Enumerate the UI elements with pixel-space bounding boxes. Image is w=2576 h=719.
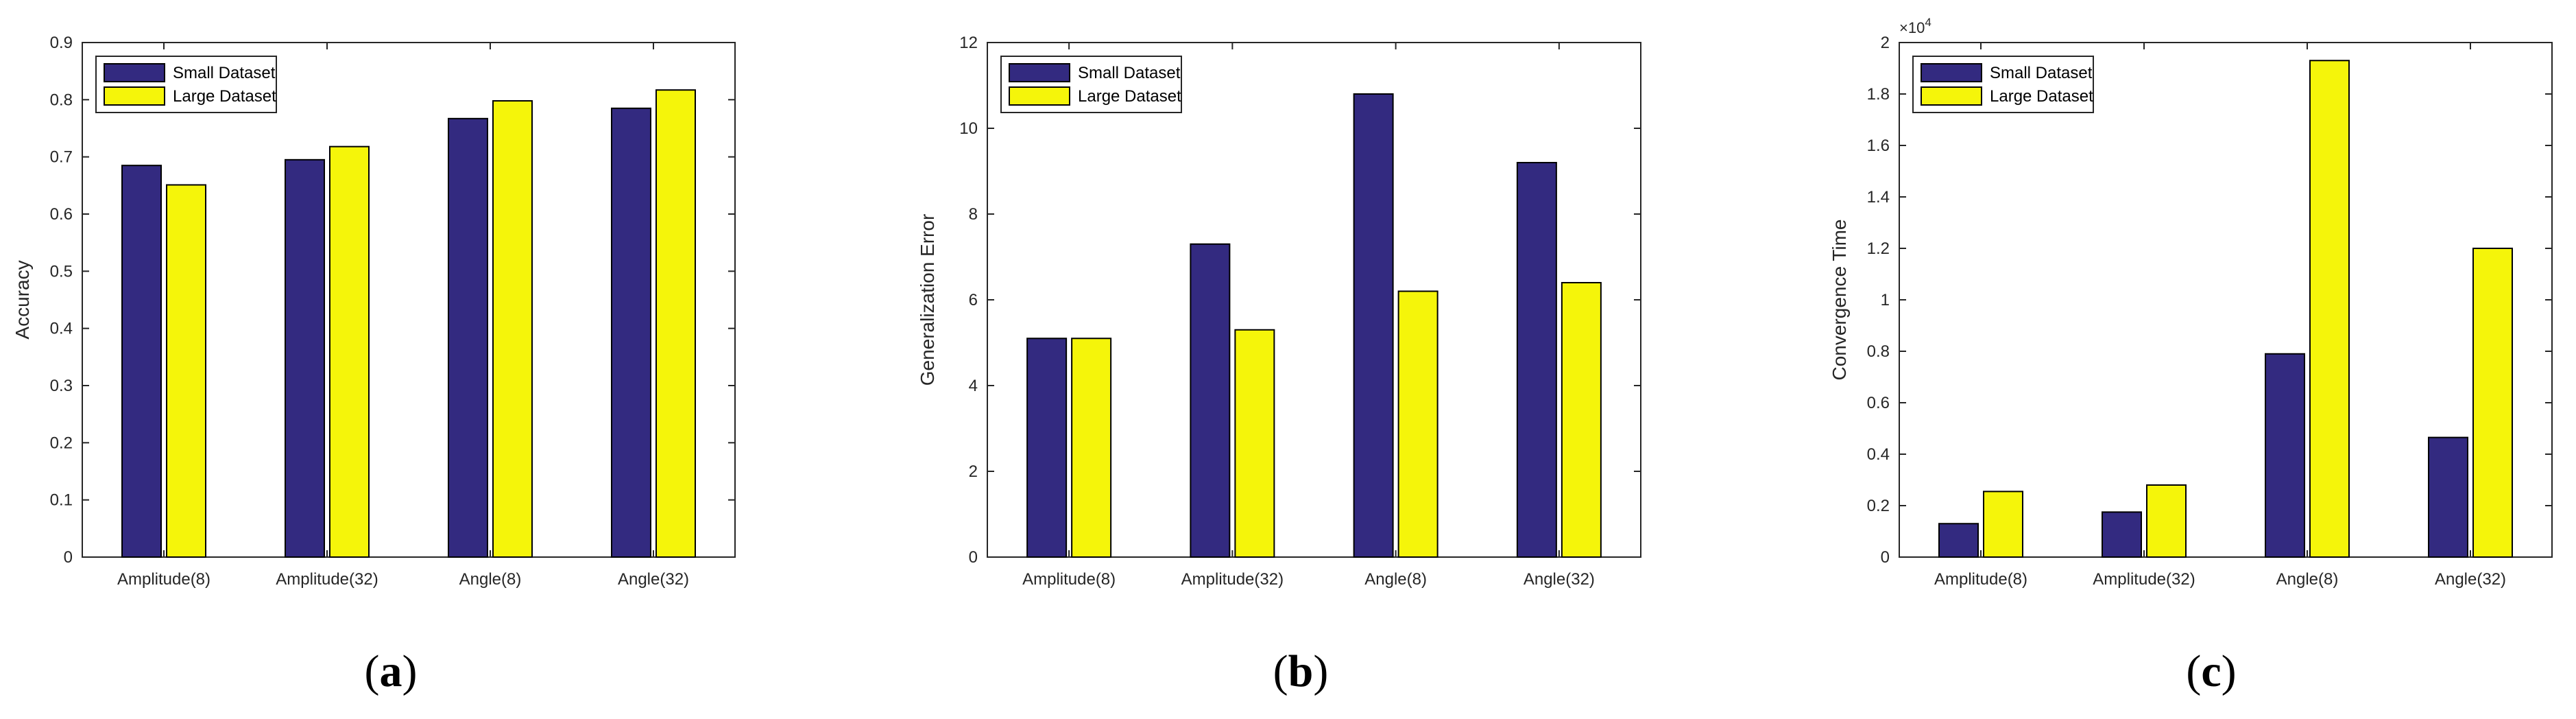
y-tick-label: 0.2 <box>1867 497 1890 515</box>
y-tick-label: 0.2 <box>50 434 73 452</box>
legend-label-large: Large Dataset <box>173 87 276 106</box>
legend-swatch-large <box>1009 86 1070 106</box>
y-tick-label: 0.7 <box>50 148 73 167</box>
y-tick-label: 2 <box>969 462 978 481</box>
bar-large-dataset-4 <box>1561 282 1602 558</box>
bar-large-dataset-2 <box>2146 484 2187 558</box>
legend-swatch-small <box>104 63 165 82</box>
legend-label-small: Small Dataset <box>1078 64 1181 82</box>
bar-large-dataset-4 <box>2472 248 2513 558</box>
bar-large-dataset-3 <box>2309 60 2350 558</box>
y-tick-label: 0 <box>1881 548 1890 567</box>
bar-large-dataset-3 <box>492 100 533 558</box>
bar-large-dataset-1 <box>166 184 206 558</box>
bar-small-dataset-1 <box>1026 338 1068 558</box>
y-tick-label: 0.1 <box>50 491 73 510</box>
x-tick-label: Amplitude(8) <box>1934 570 2027 589</box>
x-tick-label: Angle(8) <box>459 570 522 589</box>
y-tick-label: 1.8 <box>1867 85 1890 104</box>
x-tick-label: Angle(32) <box>2435 570 2506 589</box>
panel-caption: (c) <box>2186 646 2236 696</box>
bar-small-dataset-3 <box>2265 353 2305 558</box>
bar-small-dataset-1 <box>121 165 162 558</box>
bar-small-dataset-4 <box>2428 436 2468 558</box>
y-tick-label: 1.4 <box>1867 188 1890 207</box>
x-tick-label: Amplitude(32) <box>2093 570 2195 589</box>
y-axis-label: Convergence Time <box>1829 219 1850 380</box>
legend-label-small: Small Dataset <box>1990 64 2093 82</box>
bar-large-dataset-4 <box>655 89 696 558</box>
x-tick-label: Amplitude(8) <box>1022 570 1116 589</box>
bar-large-dataset-1 <box>1983 491 2023 558</box>
bar-small-dataset-4 <box>1516 162 1557 558</box>
y-tick-label: 0 <box>969 548 978 567</box>
y-tick-label: 0.3 <box>50 377 73 395</box>
y-tick-label: 0.6 <box>50 205 73 224</box>
legend-label-small: Small Dataset <box>173 64 276 82</box>
y-axis-label: Accuracy <box>12 260 33 339</box>
y-tick-label: 0.8 <box>1867 342 1890 361</box>
x-tick-label: Angle(8) <box>1364 570 1427 589</box>
bar-large-dataset-2 <box>1234 329 1275 558</box>
x-tick-label: Amplitude(32) <box>1181 570 1284 589</box>
panel-caption: (b) <box>1273 646 1329 696</box>
y-tick-label: 12 <box>959 34 978 52</box>
x-tick-label: Amplitude(8) <box>117 570 210 589</box>
bar-small-dataset-3 <box>448 117 488 558</box>
bar-small-dataset-2 <box>285 158 325 558</box>
chart-panel-a: 0 0.1 0.2 0.3 0.4 0.5 0.6 0.7 0.8 0.9 Accuracy Ampl… <box>12 34 736 696</box>
y-tick-label: 1.6 <box>1867 137 1890 155</box>
bar-small-dataset-4 <box>611 107 651 558</box>
y-tick-label: 1.2 <box>1867 239 1890 258</box>
y-tick-label: 0 <box>64 548 73 567</box>
legend-label-large: Large Dataset <box>1990 87 2093 106</box>
bar-large-dataset-3 <box>1397 290 1439 558</box>
legend-swatch-large <box>1921 86 1982 106</box>
y-tick-label: 0.6 <box>1867 394 1890 412</box>
y-tick-label: 4 <box>969 377 978 395</box>
bar-large-dataset-1 <box>1071 338 1112 558</box>
y-tick-label: 8 <box>969 205 978 224</box>
y-tick-label: 2 <box>1881 34 1890 52</box>
legend-swatch-small <box>1009 63 1070 82</box>
y-tick-label: 0.4 <box>1867 445 1890 464</box>
panel-caption: (a) <box>365 646 418 696</box>
y-tick-label: 10 <box>959 119 978 138</box>
legend-swatch-large <box>104 86 165 106</box>
legend-label-large: Large Dataset <box>1078 87 1181 106</box>
legend-swatch-small <box>1921 63 1982 82</box>
bar-small-dataset-2 <box>1190 243 1231 558</box>
y-tick-label: 1 <box>1881 291 1890 309</box>
bar-large-dataset-2 <box>329 145 370 558</box>
bar-small-dataset-2 <box>2102 511 2142 558</box>
x-tick-label: Angle(32) <box>1524 570 1595 589</box>
x-tick-label: Angle(8) <box>2276 570 2339 589</box>
bar-small-dataset-3 <box>1353 93 1394 558</box>
y-axis-label: Generalization Error <box>917 214 938 386</box>
y-tick-label: 6 <box>969 291 978 309</box>
chart-panel-b: 0 2 4 6 8 10 12 Generalization Error Amplitude(8… <box>917 34 1641 696</box>
y-tick-label: 0.8 <box>50 91 73 109</box>
x-tick-label: Angle(32) <box>618 570 689 589</box>
y-tick-label: 0.4 <box>50 320 73 338</box>
y-exponent-label: ×104 <box>1899 16 1931 36</box>
chart-panel-c: 0 0.2 0.4 0.6 0.8 1 1.2 1.4 1.6 1.8 2 ×104 Convergen… <box>1829 16 2553 696</box>
y-tick-label: 0.5 <box>50 262 73 281</box>
x-tick-label: Amplitude(32) <box>276 570 378 589</box>
bar-small-dataset-1 <box>1938 523 1979 558</box>
y-tick-label: 0.9 <box>50 34 73 52</box>
